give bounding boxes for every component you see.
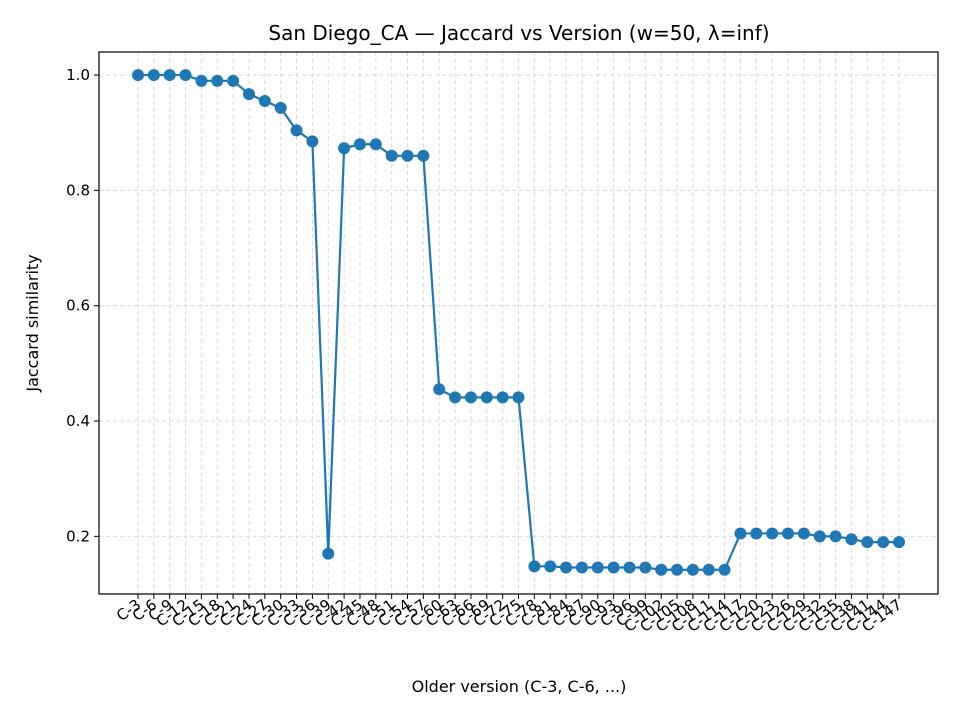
data-point bbox=[560, 561, 573, 574]
data-point bbox=[258, 95, 271, 108]
data-point bbox=[496, 391, 509, 404]
data-point bbox=[369, 138, 382, 151]
data-point bbox=[512, 391, 525, 404]
data-point bbox=[401, 149, 414, 162]
grid-lines bbox=[99, 52, 938, 594]
data-point bbox=[353, 138, 366, 151]
data-point bbox=[702, 563, 715, 576]
data-point bbox=[655, 563, 668, 576]
y-axis-ticks: 0.2 0.4 0.6 0.8 1.0 bbox=[66, 66, 99, 545]
data-point bbox=[607, 561, 620, 574]
x-axis-ticks: C-3C-6C-9C-12C-15C-18C-21C-24C-27C-30C-3… bbox=[113, 594, 905, 636]
series-layer bbox=[132, 69, 905, 576]
y-tick-label: 1.0 bbox=[66, 66, 90, 84]
data-point bbox=[686, 563, 699, 576]
y-tick-label: 0.8 bbox=[66, 181, 90, 199]
data-point bbox=[797, 527, 810, 540]
data-point bbox=[385, 149, 398, 162]
data-point bbox=[132, 69, 144, 82]
data-point bbox=[544, 560, 557, 573]
data-point bbox=[147, 69, 160, 82]
data-point bbox=[242, 88, 255, 101]
data-point bbox=[179, 69, 192, 82]
chart-title: San Diego_CA — Jaccard vs Version (w=50,… bbox=[268, 21, 769, 45]
data-point bbox=[750, 527, 763, 540]
y-tick-label: 0.4 bbox=[66, 412, 90, 430]
y-tick-label: 0.6 bbox=[66, 297, 90, 315]
data-point bbox=[227, 74, 240, 87]
data-point bbox=[893, 536, 905, 549]
data-point bbox=[195, 74, 208, 87]
data-point bbox=[718, 563, 731, 576]
data-point bbox=[813, 530, 826, 543]
y-tick-label: 0.2 bbox=[66, 527, 90, 545]
data-point bbox=[163, 69, 176, 82]
data-point bbox=[306, 135, 319, 148]
data-point bbox=[734, 527, 747, 540]
data-point bbox=[417, 149, 430, 162]
x-axis-label: Older version (C-3, C-6, ...) bbox=[412, 677, 627, 696]
data-point bbox=[449, 391, 462, 404]
data-point bbox=[274, 101, 287, 114]
data-point bbox=[671, 563, 684, 576]
data-point bbox=[338, 142, 351, 155]
data-point bbox=[766, 527, 779, 540]
data-point bbox=[433, 383, 446, 396]
data-point bbox=[861, 536, 874, 549]
data-point bbox=[782, 527, 795, 540]
data-point bbox=[877, 536, 890, 549]
data-point bbox=[528, 560, 541, 573]
data-point bbox=[575, 561, 588, 574]
y-axis-label: Jaccard similarity bbox=[23, 254, 42, 392]
data-point bbox=[623, 561, 636, 574]
data-point bbox=[290, 124, 303, 137]
data-point bbox=[464, 391, 477, 404]
data-point bbox=[829, 530, 842, 543]
data-point bbox=[639, 561, 652, 574]
data-point bbox=[591, 561, 604, 574]
data-point bbox=[322, 547, 335, 560]
data-point bbox=[845, 533, 858, 546]
plot-frame bbox=[98, 51, 939, 595]
data-point bbox=[480, 391, 493, 404]
data-point bbox=[211, 74, 224, 87]
